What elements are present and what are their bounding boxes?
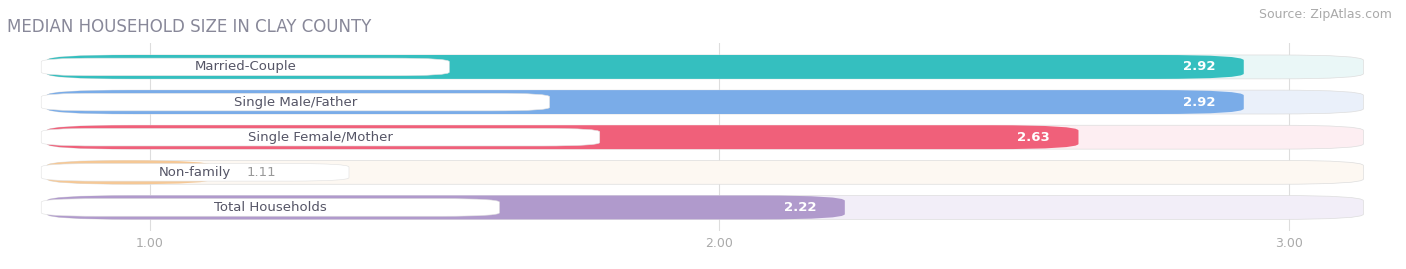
FancyBboxPatch shape (41, 199, 499, 216)
Text: MEDIAN HOUSEHOLD SIZE IN CLAY COUNTY: MEDIAN HOUSEHOLD SIZE IN CLAY COUNTY (7, 18, 371, 36)
Text: Total Households: Total Households (214, 201, 326, 214)
FancyBboxPatch shape (46, 160, 212, 184)
Text: 1.11: 1.11 (246, 166, 276, 179)
Text: Non-family: Non-family (159, 166, 231, 179)
FancyBboxPatch shape (41, 93, 550, 111)
Text: Source: ZipAtlas.com: Source: ZipAtlas.com (1258, 8, 1392, 21)
FancyBboxPatch shape (41, 128, 600, 146)
Text: Single Male/Father: Single Male/Father (233, 95, 357, 109)
FancyBboxPatch shape (46, 196, 1364, 220)
FancyBboxPatch shape (41, 58, 450, 76)
FancyBboxPatch shape (46, 160, 1364, 184)
Text: 2.92: 2.92 (1182, 95, 1215, 109)
FancyBboxPatch shape (46, 196, 845, 220)
FancyBboxPatch shape (46, 55, 1364, 79)
FancyBboxPatch shape (46, 90, 1244, 114)
Text: 2.92: 2.92 (1182, 61, 1215, 73)
Text: Single Female/Mother: Single Female/Mother (247, 131, 392, 144)
FancyBboxPatch shape (46, 125, 1364, 149)
FancyBboxPatch shape (41, 164, 349, 181)
Text: Married-Couple: Married-Couple (194, 61, 297, 73)
FancyBboxPatch shape (46, 125, 1078, 149)
FancyBboxPatch shape (46, 55, 1244, 79)
Text: 2.63: 2.63 (1017, 131, 1050, 144)
FancyBboxPatch shape (46, 90, 1364, 114)
Text: 2.22: 2.22 (783, 201, 817, 214)
